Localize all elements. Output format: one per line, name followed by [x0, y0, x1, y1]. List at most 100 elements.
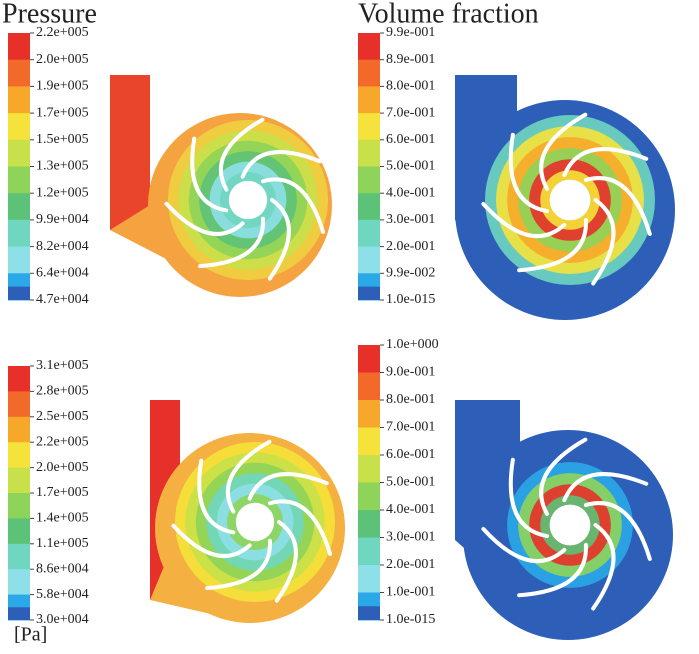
hub: [228, 180, 268, 220]
colorbar-label: 1.9e+005: [36, 79, 89, 94]
colorbar-label: 1.7e+005: [36, 105, 89, 120]
colorbar-band: [358, 59, 380, 87]
impeller-blade: [481, 202, 567, 239]
hub: [235, 502, 275, 542]
colorbar-band: [358, 400, 380, 428]
colorbar-band: [358, 537, 380, 566]
impeller-blade: [164, 201, 245, 236]
volute-tongue: [110, 205, 240, 297]
colorbar-band: [358, 86, 380, 114]
colorbar-band: [8, 33, 30, 61]
colorbar-label: 6.4e+004: [36, 266, 89, 281]
colorbar-label: 1.0e+000: [386, 337, 439, 352]
impeller-blade: [225, 439, 272, 514]
impeller-blade: [583, 501, 652, 561]
colorbar-label: 9.9e-001: [386, 25, 435, 40]
colorbar-band: [8, 193, 30, 221]
colorbar-label: 2.8e+005: [36, 384, 89, 399]
colorbar-label: 4.0e-001: [386, 185, 435, 200]
colorbar-label: 1.7e+005: [36, 485, 89, 500]
colorbar-label: 7.0e-001: [386, 420, 435, 435]
colorbar-band: [8, 442, 30, 469]
impeller-blade: [267, 198, 291, 281]
volute-tongue: [455, 210, 565, 320]
impeller-blade: [562, 472, 649, 503]
colorbar-label: 8.6e+004: [36, 561, 89, 576]
hub: [549, 504, 591, 546]
impeller-blade: [517, 542, 588, 598]
colorbar-label: 4.0e-001: [386, 502, 435, 517]
colorbar-band: [358, 166, 380, 194]
colorbar-label: 1.5e+005: [36, 132, 89, 147]
colorbar-label: 2.0e-001: [386, 557, 435, 572]
colorbar-band: [358, 33, 380, 61]
impeller-blade: [481, 527, 567, 564]
colorbar-label: 9.0e-001: [386, 365, 435, 380]
colorbar-band: [8, 391, 30, 418]
impeller-blade: [508, 457, 550, 539]
colorbar-band: [358, 246, 380, 274]
colorbar-label: 1.3e+005: [36, 159, 89, 174]
impeller-blade: [508, 132, 550, 214]
colorbar-label: 1.2e+005: [36, 185, 89, 200]
unit-label: [Pa]: [14, 624, 47, 646]
hub: [549, 179, 591, 221]
colorbar-bottom: [358, 606, 380, 620]
colorbar-label: 4.7e+004: [36, 292, 89, 307]
colorbar-label: 9.9e+004: [36, 212, 89, 227]
colorbar-label: 1.0e-015: [386, 292, 435, 307]
colorbar-bottom: [8, 607, 30, 620]
colorbar-band: [358, 510, 380, 538]
impeller-blade: [274, 520, 298, 603]
impeller-blade: [190, 136, 229, 213]
colorbar-band: [358, 139, 380, 167]
impeller-blade: [267, 499, 333, 556]
colorbar-band: [8, 416, 30, 443]
impeller-blade: [591, 198, 616, 286]
colorbar-label: 1.1e+005: [36, 536, 89, 551]
impeller-blade: [562, 147, 649, 178]
colorbar-band: [8, 543, 30, 570]
colorbar-bottom: [358, 286, 380, 300]
colorbar-band: [8, 467, 30, 494]
impeller-blade: [591, 523, 616, 611]
colorbar-band: [8, 518, 30, 545]
colorbar-label: 9.9e-002: [386, 266, 435, 281]
colorbar-label: 3.1e+005: [36, 358, 89, 373]
colorbar-band: [8, 166, 30, 194]
colorbar-band: [358, 113, 380, 141]
impeller-blade: [539, 112, 588, 191]
colorbar-band: [8, 366, 30, 392]
impeller-blade: [517, 217, 588, 273]
colorbar-band: [358, 427, 380, 456]
colorbar-band: [358, 345, 380, 373]
colorbar-label: 1.0e-015: [386, 612, 435, 627]
impeller-blade: [247, 472, 329, 501]
impeller-blade: [240, 150, 322, 179]
volute-discharge: [110, 75, 150, 230]
colorbar-label: 2.2e+005: [36, 25, 89, 40]
colorbar-bottom: [8, 286, 30, 300]
colorbar-label: 2.0e+005: [36, 52, 89, 67]
colorbar-label: 2.5e+005: [36, 409, 89, 424]
impeller-blade: [205, 538, 272, 591]
colorbar-label: 5.0e-001: [386, 475, 435, 490]
colorbar-band: [8, 569, 30, 596]
impeller-blade: [197, 458, 236, 535]
colorbar-label: 8.9e-001: [386, 52, 435, 67]
colorbar-label: 8.2e+004: [36, 239, 89, 254]
colorbar-band: [8, 139, 30, 167]
colorbar-label: 8.0e-001: [386, 79, 435, 94]
impeller-blade: [198, 216, 265, 269]
impeller-blade: [583, 176, 652, 236]
colorbar-label: 1.4e+005: [36, 511, 89, 526]
colorbar-band: [358, 455, 380, 483]
colorbar-label: 1.0e-001: [386, 585, 435, 600]
impeller-blade: [218, 117, 265, 192]
colorbar-label: 3.0e-001: [386, 212, 435, 227]
volume-fraction-title: Volume fraction: [358, 0, 539, 29]
colorbar-band: [358, 193, 380, 221]
colorbar-label: 5.8e+004: [36, 587, 89, 602]
colorbar-label: 3.0e-001: [386, 530, 435, 545]
